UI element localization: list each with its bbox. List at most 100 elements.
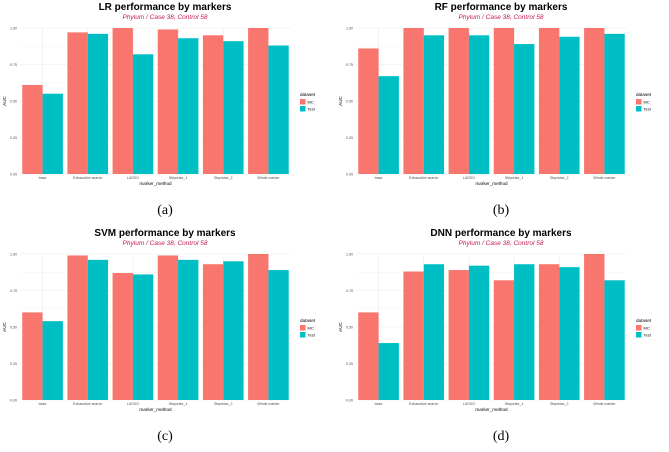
x-tick-label: Stepwise_1 xyxy=(505,402,524,406)
chart-subtitle: Phylum / Case 38, Control 58 xyxy=(123,240,208,247)
y-tick-label: 0.00 xyxy=(346,172,353,176)
x-tick-label: Whole marker xyxy=(593,176,616,180)
bar-mc xyxy=(538,28,560,174)
x-tick-label: Stepwise_1 xyxy=(169,176,188,180)
legend-title: dataset xyxy=(300,92,316,97)
legend-swatch-mc xyxy=(300,99,306,105)
bar-test xyxy=(468,265,490,400)
legend-swatch-mc xyxy=(636,325,642,331)
bar-mc xyxy=(248,254,269,400)
y-tick-label: 0.75 xyxy=(10,289,17,293)
x-tick-label: base xyxy=(375,176,383,180)
legend-label-test: Test xyxy=(644,106,652,111)
bar-mc xyxy=(202,264,224,400)
bar-test xyxy=(223,41,244,174)
y-tick-label: 0.25 xyxy=(346,136,353,140)
bar-test xyxy=(178,259,199,400)
chart-subtitle: Phylum / Case 38, Control 58 xyxy=(459,240,544,247)
x-axis-title: marker_method xyxy=(475,181,508,186)
bar-mc xyxy=(112,28,133,174)
x-axis-title: marker_method xyxy=(475,407,508,412)
legend-label-mc: MC xyxy=(308,325,314,330)
legend-swatch-test xyxy=(300,332,306,338)
bar-test xyxy=(87,259,109,400)
bar-mc xyxy=(403,271,424,400)
x-tick-label: base xyxy=(375,402,383,406)
legend-label-mc: MC xyxy=(644,99,650,104)
bar-test xyxy=(514,44,535,175)
chart-title: RF performance by markers xyxy=(435,2,568,13)
x-tick-label: base xyxy=(39,176,47,180)
panel-label-c: (c) xyxy=(157,429,173,444)
chart-panel-rf: RF performance by markers Phylum / Case 3… xyxy=(336,0,666,226)
bar-test xyxy=(559,267,580,400)
bar-mc xyxy=(493,280,515,400)
y-tick-label: 0.75 xyxy=(10,63,17,67)
bar-test xyxy=(132,54,154,174)
bar-mc xyxy=(112,272,133,400)
chart-subtitle: Phylum / Case 38, Control 58 xyxy=(459,14,544,21)
chart-panel-svm: SVM performance by markers Phylum / Case … xyxy=(0,226,330,452)
y-tick-label: 0.00 xyxy=(10,398,17,402)
bar-mc xyxy=(157,255,179,400)
y-tick-label: 0.75 xyxy=(346,289,353,293)
legend-label-mc: MC xyxy=(308,99,314,104)
bar-mc xyxy=(22,312,43,400)
y-axis-title: AUC xyxy=(338,321,343,331)
legend-title: dataset xyxy=(636,318,652,323)
y-axis-title: AUC xyxy=(338,95,343,105)
bar-test xyxy=(42,321,63,400)
chart-title: SVM performance by markers xyxy=(94,228,236,239)
bar-mc xyxy=(403,28,424,174)
bar-mc xyxy=(67,255,88,400)
chart-panel-lr: LR performance by markers Phylum / Case 3… xyxy=(0,0,330,226)
bar-test xyxy=(378,343,399,400)
x-tick-label: Stepwise_1 xyxy=(169,402,188,406)
legend-swatch-mc xyxy=(300,325,306,331)
x-tick-label: Stepwise_2 xyxy=(214,402,233,406)
bar-mc xyxy=(22,84,43,174)
bar-mc xyxy=(248,28,269,174)
x-tick-label: Exhaustive search xyxy=(409,402,438,406)
bar-test xyxy=(468,35,490,174)
bar-test xyxy=(178,38,199,174)
bar-test xyxy=(604,280,625,400)
legend-swatch-test xyxy=(636,106,642,112)
bar-mc xyxy=(448,28,469,174)
bar-mc xyxy=(448,270,469,400)
bar-test xyxy=(559,36,580,175)
x-tick-label: LASSO xyxy=(127,176,139,180)
y-tick-label: 0.25 xyxy=(346,362,353,366)
x-tick-label: LASSO xyxy=(127,402,139,406)
legend-title: dataset xyxy=(300,318,316,323)
legend-label-mc: MC xyxy=(644,325,650,330)
x-tick-label: Exhaustive search xyxy=(73,402,102,406)
y-tick-label: 0.50 xyxy=(10,99,17,103)
x-tick-label: Exhaustive search xyxy=(409,176,438,180)
bar-test xyxy=(423,264,445,400)
chart-title: DNN performance by markers xyxy=(430,228,572,239)
bar-test xyxy=(378,76,399,174)
y-tick-label: 1.00 xyxy=(10,26,17,30)
x-tick-label: base xyxy=(39,402,47,406)
y-tick-label: 1.00 xyxy=(346,26,353,30)
bar-mc xyxy=(584,254,605,400)
bar-test xyxy=(423,35,445,174)
y-tick-label: 0.00 xyxy=(346,398,353,402)
y-tick-label: 1.00 xyxy=(346,252,353,256)
panel-label-b: (b) xyxy=(492,203,510,218)
bar-mc xyxy=(67,32,88,174)
x-axis-title: marker_method xyxy=(139,181,172,186)
x-tick-label: Stepwise_2 xyxy=(550,176,569,180)
legend-swatch-test xyxy=(636,332,642,338)
bar-mc xyxy=(157,29,179,175)
y-tick-label: 0.25 xyxy=(10,362,17,366)
chart-panel-dnn: DNN performance by markers Phylum / Case … xyxy=(336,226,666,452)
y-tick-label: 1.00 xyxy=(10,252,17,256)
bar-mc xyxy=(358,48,379,174)
x-tick-label: LASSO xyxy=(463,402,475,406)
bar-test xyxy=(132,274,154,400)
x-axis-title: marker_method xyxy=(139,407,172,412)
